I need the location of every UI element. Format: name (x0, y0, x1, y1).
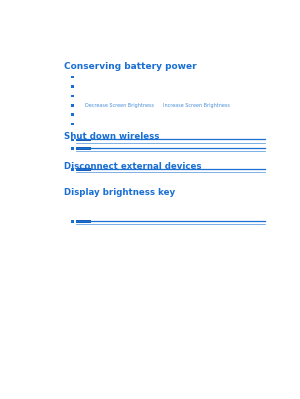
FancyBboxPatch shape (71, 85, 74, 88)
FancyBboxPatch shape (76, 139, 91, 141)
FancyBboxPatch shape (76, 147, 91, 150)
FancyBboxPatch shape (71, 147, 74, 150)
Text: Conserving battery power: Conserving battery power (64, 62, 197, 71)
Text: Display brightness key: Display brightness key (64, 188, 176, 197)
FancyBboxPatch shape (71, 104, 74, 107)
Text: Disconnect external devices: Disconnect external devices (64, 162, 202, 170)
Text: Shut down wireless: Shut down wireless (64, 132, 160, 141)
FancyBboxPatch shape (71, 122, 74, 125)
FancyBboxPatch shape (76, 168, 91, 171)
FancyBboxPatch shape (76, 220, 91, 223)
FancyBboxPatch shape (71, 220, 74, 223)
FancyBboxPatch shape (71, 168, 74, 171)
FancyBboxPatch shape (71, 139, 74, 141)
FancyBboxPatch shape (71, 113, 74, 116)
Text: Decrease Screen Brightness      Increase Screen Brightness: Decrease Screen Brightness Increase Scre… (85, 103, 230, 108)
FancyBboxPatch shape (71, 76, 74, 79)
FancyBboxPatch shape (71, 95, 74, 97)
